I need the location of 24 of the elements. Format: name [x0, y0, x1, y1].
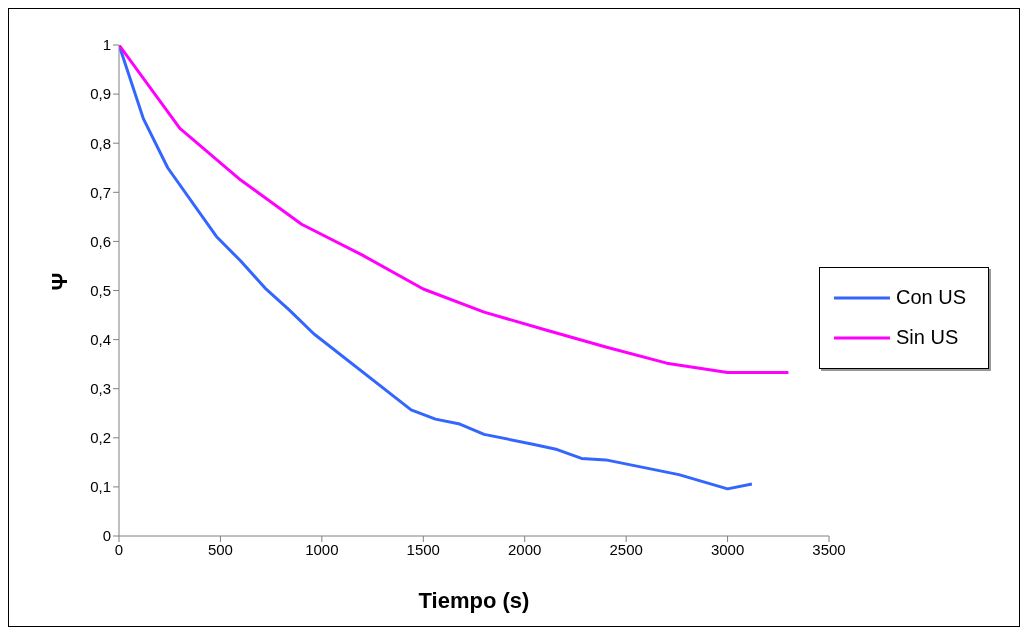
y-tick-label: 0,4	[90, 330, 111, 348]
y-tick-label: 0,2	[90, 429, 111, 447]
y-tick-label: 0	[102, 527, 111, 545]
x-axis-title: Tiempo (s)	[418, 588, 530, 613]
y-tick-label: 0,9	[90, 85, 111, 103]
x-tick-label: 3500	[812, 540, 846, 558]
x-tick-label: 1500	[406, 540, 440, 558]
y-tick-label: 0,1	[90, 478, 111, 496]
x-tick-label: 500	[207, 540, 233, 558]
y-axis-title: Ψ	[46, 272, 72, 291]
x-tick-label: 0	[114, 540, 124, 558]
line-series	[119, 45, 790, 374]
y-tick-label: 0,3	[90, 380, 111, 398]
y-tick-label: 1	[102, 36, 111, 54]
x-tick-label: 2000	[508, 540, 542, 558]
x-tick-label: 2500	[609, 540, 643, 558]
y-tick-label: 0,5	[90, 281, 111, 299]
y-tick-label: 0,6	[90, 232, 111, 250]
y-tick-label: 0,8	[90, 134, 111, 152]
y-tick-label: 0,7	[90, 183, 111, 201]
x-tick-label: 3000	[710, 540, 745, 558]
legend-label: Sin US	[896, 326, 959, 349]
legend-label: Con US	[896, 286, 967, 309]
x-tick-label: 1000	[305, 540, 339, 558]
